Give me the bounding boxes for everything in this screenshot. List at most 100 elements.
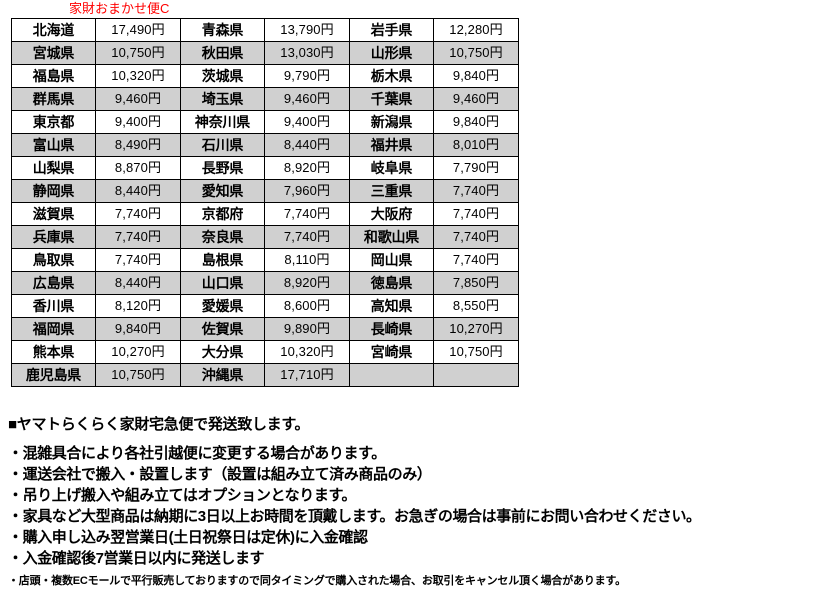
price-cell: 9,460円 [95,87,181,111]
price-cell: 9,840円 [95,317,181,341]
price-cell: 9,460円 [433,87,519,111]
price-cell: 8,110円 [264,248,350,272]
table-row: 福島県 10,320円 茨城県 9,790円 栃木県 9,840円 [11,64,519,88]
table-row: 富山県 8,490円 石川県 8,440円 福井県 8,010円 [11,133,519,157]
price-cell: 10,320円 [264,340,350,364]
table-row: 宮城県 10,750円 秋田県 13,030円 山形県 10,750円 [11,41,519,65]
prefecture-cell: 京都府 [180,202,265,226]
price-cell: 7,740円 [433,179,519,203]
table-row: 香川県 8,120円 愛媛県 8,600円 高知県 8,550円 [11,294,519,318]
prefecture-cell: 奈良県 [180,225,265,249]
table-row: 鳥取県 7,740円 島根県 8,110円 岡山県 7,740円 [11,248,519,272]
price-cell: 9,890円 [264,317,350,341]
price-cell: 7,740円 [433,248,519,272]
price-cell: 8,440円 [264,133,350,157]
prefecture-cell: 佐賀県 [180,317,265,341]
prefecture-cell: 石川県 [180,133,265,157]
prefecture-cell: 香川県 [11,294,96,318]
prefecture-cell: 山形県 [349,41,434,65]
price-cell: 8,550円 [433,294,519,318]
price-cell: 7,740円 [264,202,350,226]
prefecture-cell: 岡山県 [349,248,434,272]
note-line: ・入金確認後7営業日以内に発送します [8,550,265,567]
price-cell: 10,750円 [95,41,181,65]
notes-section: ■ヤマトらくらく家財宅急便で発送致します。 ・混雑具合により各社引越便に変更する… [8,414,814,591]
prefecture-cell: 島根県 [180,248,265,272]
price-cell: 9,840円 [433,110,519,134]
price-cell: 17,710円 [264,363,350,387]
table-row: 熊本県 10,270円 大分県 10,320円 宮崎県 10,750円 [11,340,519,364]
table-row: 兵庫県 7,740円 奈良県 7,740円 和歌山県 7,740円 [11,225,519,249]
table-row: 広島県 8,440円 山口県 8,920円 徳島県 7,850円 [11,271,519,295]
price-cell: 8,920円 [264,271,350,295]
notes-heading: ■ヤマトらくらく家財宅急便で発送致します。 [8,416,310,433]
prefecture-cell: 大阪府 [349,202,434,226]
price-cell: 9,400円 [95,110,181,134]
note-line: ・吊り上げ搬入や組み立てはオプションとなります。 [8,487,357,504]
price-cell: 8,600円 [264,294,350,318]
price-cell: 8,440円 [95,179,181,203]
prefecture-cell: 宮崎県 [349,340,434,364]
price-cell: 9,840円 [433,64,519,88]
notes-fine-print: ・店頭・複数ECモールで平行販売しておりますので同タイミングで購入された場合、お… [8,575,626,587]
price-cell: 8,870円 [95,156,181,180]
prefecture-cell: 長野県 [180,156,265,180]
prefecture-cell: 神奈川県 [180,110,265,134]
prefecture-cell: 熊本県 [11,340,96,364]
prefecture-cell: 北海道 [11,18,96,42]
note-line: ・運送会社で搬入・設置します（設置は組み立て済み商品のみ） [8,466,432,483]
price-cell: 7,740円 [264,225,350,249]
shipping-fee-table-body: 北海道 17,490円 青森県 13,790円 岩手県 12,280円 宮城県 10,750円… [11,18,519,387]
price-cell: 12,280円 [433,18,519,42]
shipping-fee-table: 北海道 17,490円 青森県 13,790円 岩手県 12,280円 宮城県 10,750円… [11,18,519,387]
price-cell: 8,920円 [264,156,350,180]
price-cell: 17,490円 [95,18,181,42]
table-row: 北海道 17,490円 青森県 13,790円 岩手県 12,280円 [11,18,519,42]
note-line: ・混雑具合により各社引越便に変更する場合があります。 [8,445,386,462]
table-row: 福岡県 9,840円 佐賀県 9,890円 長崎県 10,270円 [11,317,519,341]
table-cell-empty [433,363,519,387]
prefecture-cell: 青森県 [180,18,265,42]
table-row: 滋賀県 7,740円 京都府 7,740円 大阪府 7,740円 [11,202,519,226]
price-cell: 8,120円 [95,294,181,318]
prefecture-cell: 徳島県 [349,271,434,295]
prefecture-cell: 富山県 [11,133,96,157]
price-cell: 10,750円 [433,340,519,364]
price-cell: 9,790円 [264,64,350,88]
price-cell: 8,010円 [433,133,519,157]
price-cell: 7,740円 [95,202,181,226]
prefecture-cell: 秋田県 [180,41,265,65]
price-cell: 7,790円 [433,156,519,180]
price-cell: 9,400円 [264,110,350,134]
prefecture-cell: 岐阜県 [349,156,434,180]
notes-list: ・混雑具合により各社引越便に変更する場合があります。・運送会社で搬入・設置します… [8,443,814,569]
prefecture-cell: 福井県 [349,133,434,157]
prefecture-cell: 滋賀県 [11,202,96,226]
prefecture-cell: 鳥取県 [11,248,96,272]
prefecture-cell: 三重県 [349,179,434,203]
prefecture-cell: 群馬県 [11,87,96,111]
prefecture-cell: 兵庫県 [11,225,96,249]
prefecture-cell: 福岡県 [11,317,96,341]
prefecture-cell: 千葉県 [349,87,434,111]
prefecture-cell: 福島県 [11,64,96,88]
table-row: 静岡県 8,440円 愛知県 7,960円 三重県 7,740円 [11,179,519,203]
prefecture-cell: 広島県 [11,271,96,295]
prefecture-cell: 山梨県 [11,156,96,180]
prefecture-cell: 愛媛県 [180,294,265,318]
prefecture-cell: 愛知県 [180,179,265,203]
prefecture-cell: 大分県 [180,340,265,364]
price-cell: 13,790円 [264,18,350,42]
price-cell: 8,440円 [95,271,181,295]
price-cell: 7,740円 [95,248,181,272]
price-cell: 7,960円 [264,179,350,203]
prefecture-cell: 茨城県 [180,64,265,88]
page-title: 家財おまかせ便C [69,1,170,16]
table-row: 山梨県 8,870円 長野県 8,920円 岐阜県 7,790円 [11,156,519,180]
price-cell: 8,490円 [95,133,181,157]
prefecture-cell: 長崎県 [349,317,434,341]
price-cell: 10,750円 [433,41,519,65]
table-row: 東京都 9,400円 神奈川県 9,400円 新潟県 9,840円 [11,110,519,134]
prefecture-cell: 和歌山県 [349,225,434,249]
table-row: 群馬県 9,460円 埼玉県 9,460円 千葉県 9,460円 [11,87,519,111]
